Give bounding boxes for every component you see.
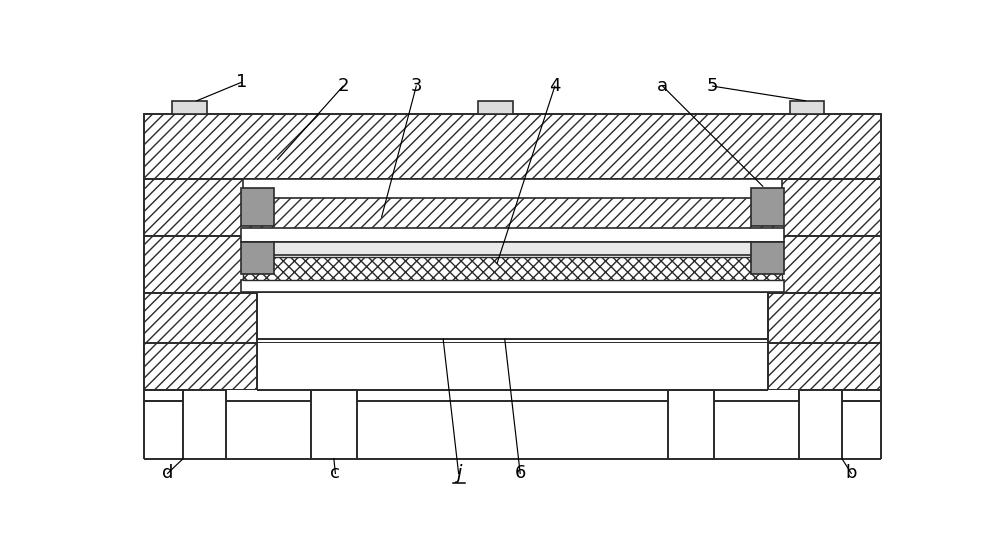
Text: 1: 1	[236, 73, 247, 91]
Bar	[144, 114, 881, 179]
Bar	[257, 293, 768, 339]
Bar	[241, 280, 784, 291]
Text: 5: 5	[707, 77, 718, 95]
Text: 2: 2	[337, 77, 349, 95]
Bar	[668, 390, 714, 459]
Bar	[241, 242, 274, 274]
Text: d: d	[162, 464, 173, 483]
Bar	[243, 239, 782, 282]
Text: 4: 4	[549, 77, 561, 95]
Bar	[243, 242, 782, 255]
Bar	[144, 179, 881, 235]
Text: b: b	[846, 464, 857, 483]
Text: 6: 6	[515, 464, 526, 483]
Bar	[243, 179, 782, 198]
Bar	[799, 390, 842, 459]
Bar	[257, 343, 768, 390]
Bar	[790, 101, 824, 114]
Text: 3: 3	[411, 77, 422, 95]
Bar	[144, 343, 881, 390]
Bar	[172, 101, 207, 114]
Bar	[799, 390, 881, 401]
Text: c: c	[330, 464, 340, 483]
Bar	[183, 390, 226, 459]
Bar	[257, 293, 768, 324]
Bar	[751, 188, 784, 226]
Bar	[751, 242, 784, 274]
Bar	[311, 390, 357, 459]
Bar	[144, 293, 257, 359]
Bar	[226, 390, 311, 401]
Text: j: j	[456, 464, 461, 483]
Bar	[144, 390, 226, 401]
Bar	[478, 101, 512, 114]
Bar	[768, 293, 881, 359]
Bar	[144, 235, 881, 293]
Bar	[241, 188, 274, 226]
Bar	[241, 228, 784, 242]
Bar	[243, 257, 782, 280]
Bar	[714, 390, 799, 401]
Text: a: a	[657, 77, 668, 95]
